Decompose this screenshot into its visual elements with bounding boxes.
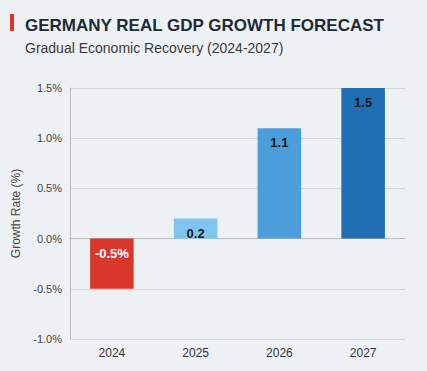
- svg-text:GERMANY REAL GDP GROWTH FORECA: GERMANY REAL GDP GROWTH FORECAST: [25, 16, 385, 35]
- svg-text:1.1: 1.1: [270, 135, 288, 150]
- svg-text:1.5%: 1.5%: [37, 82, 62, 94]
- svg-text:2024: 2024: [99, 346, 126, 360]
- svg-text:1.0%: 1.0%: [37, 132, 62, 144]
- svg-text:-0.5%: -0.5%: [33, 283, 62, 295]
- svg-text:2025: 2025: [182, 346, 209, 360]
- svg-text:Growth Rate (%): Growth Rate (%): [9, 169, 23, 258]
- svg-text:Gradual Economic Recovery (202: Gradual Economic Recovery (2024-2027): [25, 40, 283, 56]
- svg-text:2026: 2026: [266, 346, 293, 360]
- svg-text:0.5%: 0.5%: [37, 182, 62, 194]
- svg-text:0.0%: 0.0%: [37, 233, 62, 245]
- svg-text:-0.5%: -0.5%: [95, 246, 129, 261]
- svg-text:1.5: 1.5: [354, 95, 372, 110]
- svg-text:-1.0%: -1.0%: [33, 333, 62, 345]
- svg-text:2027: 2027: [350, 346, 377, 360]
- svg-text:0.2: 0.2: [187, 226, 205, 241]
